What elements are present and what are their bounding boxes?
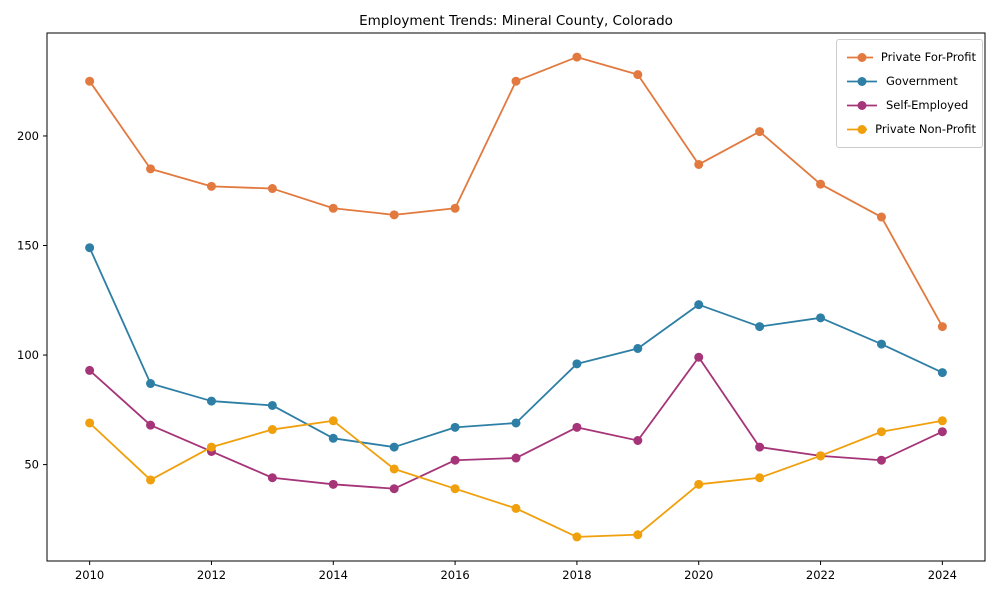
data-point xyxy=(450,484,460,494)
data-point xyxy=(694,352,704,362)
data-point xyxy=(633,436,643,446)
legend: Private For-Profit Government Self-Employe… xyxy=(836,39,983,148)
x-tick-label: 2012 xyxy=(197,568,226,582)
legend-swatch-icon xyxy=(847,101,877,110)
legend-label: Private For-Profit xyxy=(880,49,976,64)
legend-swatch-icon xyxy=(847,53,873,62)
data-point xyxy=(389,210,399,220)
data-point xyxy=(146,379,156,389)
y-tick-label: 200 xyxy=(17,129,39,143)
data-point xyxy=(328,479,338,489)
data-point xyxy=(267,184,277,194)
data-point xyxy=(694,479,704,489)
legend-label: Self-Employed xyxy=(886,97,969,112)
data-point xyxy=(511,418,521,428)
data-point xyxy=(511,453,521,463)
x-tick-label: 2024 xyxy=(928,568,957,582)
data-point xyxy=(85,365,95,375)
legend-item: Government xyxy=(846,71,976,92)
data-point xyxy=(206,396,216,406)
x-tick-label: 2018 xyxy=(562,568,591,582)
data-point xyxy=(755,442,765,452)
data-point xyxy=(328,416,338,426)
legend-label: Government xyxy=(886,73,958,88)
x-tick-label: 2010 xyxy=(75,568,104,582)
y-tick-label: 100 xyxy=(17,348,39,362)
data-point xyxy=(389,464,399,474)
data-point xyxy=(633,530,643,540)
data-point xyxy=(876,212,886,222)
data-point xyxy=(937,368,947,378)
data-point xyxy=(85,418,95,428)
legend-item: Private For-Profit xyxy=(846,47,976,68)
series-line-private-for-profit xyxy=(88,56,944,328)
data-point xyxy=(876,339,886,349)
data-point xyxy=(389,484,399,494)
data-point xyxy=(937,416,947,426)
legend-swatch-icon xyxy=(847,125,868,134)
series-line-government xyxy=(88,246,944,448)
data-point xyxy=(511,76,521,86)
legend-label: Private Non-Profit xyxy=(875,121,976,136)
y-tick-label: 50 xyxy=(24,458,39,472)
data-point xyxy=(876,427,886,437)
x-tick-label: 2016 xyxy=(440,568,469,582)
data-point xyxy=(633,70,643,80)
data-point xyxy=(755,473,765,483)
legend-swatch-icon xyxy=(847,77,877,86)
data-point xyxy=(694,300,704,310)
legend-item: Self-Employed xyxy=(846,95,976,116)
data-point xyxy=(937,322,947,332)
data-point xyxy=(876,455,886,465)
data-point xyxy=(572,359,582,369)
data-point xyxy=(328,203,338,213)
axes-spines xyxy=(46,32,986,562)
data-point xyxy=(85,76,95,86)
data-point xyxy=(267,473,277,483)
data-point xyxy=(146,420,156,430)
data-point xyxy=(146,164,156,174)
data-point xyxy=(450,203,460,213)
data-point xyxy=(572,532,582,542)
data-point xyxy=(572,422,582,432)
data-point xyxy=(572,52,582,62)
y-tick-label: 150 xyxy=(17,239,39,253)
data-point xyxy=(511,503,521,513)
data-point xyxy=(85,243,95,253)
data-point xyxy=(267,400,277,410)
x-tick-label: 2014 xyxy=(319,568,348,582)
data-point xyxy=(146,475,156,485)
legend-item: Private Non-Profit xyxy=(846,119,976,140)
data-point xyxy=(816,179,826,189)
data-point xyxy=(450,422,460,432)
data-point xyxy=(206,442,216,452)
data-point xyxy=(694,159,704,169)
data-point xyxy=(328,433,338,443)
data-point xyxy=(755,127,765,137)
data-point xyxy=(450,455,460,465)
data-point xyxy=(816,451,826,461)
x-tick-label: 2022 xyxy=(806,568,835,582)
data-point xyxy=(937,427,947,437)
data-point xyxy=(206,181,216,191)
data-point xyxy=(389,442,399,452)
series-line-private-non-profit xyxy=(88,419,944,538)
data-point xyxy=(816,313,826,323)
x-tick-label: 2020 xyxy=(684,568,713,582)
data-point xyxy=(755,322,765,332)
chart-title: Employment Trends: Mineral County, Color… xyxy=(359,13,673,29)
data-point xyxy=(633,343,643,353)
data-point xyxy=(267,425,277,435)
